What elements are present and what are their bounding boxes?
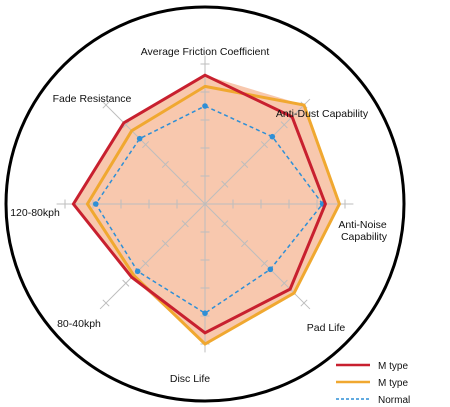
grid-tick	[102, 101, 110, 109]
axis-label-disc-life: Disc Life	[170, 373, 210, 385]
legend-label-normal: Normal	[378, 395, 410, 406]
series-point-normal	[93, 201, 99, 207]
series-line-2	[94, 105, 324, 315]
grid-tick	[260, 141, 268, 149]
grid-tick	[241, 160, 249, 168]
grid-spoke	[99, 98, 206, 205]
series-point-normal	[269, 133, 276, 140]
axis-label-pad-life: Pad Life	[307, 322, 346, 334]
series-point-normal	[202, 310, 208, 317]
series-line-1	[85, 84, 342, 346]
series-point-normal	[136, 135, 143, 142]
grid-tick	[102, 299, 110, 307]
grid-tick	[221, 180, 229, 188]
axis-label-fade-resistance: Fade Resistance	[53, 93, 132, 105]
grid-tick	[122, 121, 130, 129]
anti-noise-line-1: Anti-Noise	[338, 219, 387, 231]
grid-tick	[181, 220, 189, 228]
series-point-normal	[267, 266, 274, 273]
grid-tick	[161, 160, 169, 168]
axis-label-anti-noise: Anti-Noise Capability	[338, 219, 389, 243]
grid-tick	[181, 180, 189, 188]
axis-label-120-80kph: 120-80kph	[10, 207, 60, 219]
grid-tick	[221, 220, 229, 228]
grid-tick	[161, 240, 169, 248]
grid-tick	[122, 279, 130, 287]
anti-noise-line-2: Capability	[341, 231, 388, 243]
legend-label-m-type-orange: M type	[378, 378, 408, 389]
axis-label-average-friction: Average Friction Coefficient	[141, 46, 270, 58]
grid-spoke	[204, 203, 311, 310]
grid-tick	[241, 240, 249, 248]
series-point-normal	[134, 268, 141, 275]
grid-tick	[300, 299, 308, 307]
grid-spoke	[99, 203, 206, 310]
grid-tick	[280, 121, 288, 129]
axis-label-80-40kph: 80-40kph	[57, 318, 101, 330]
series-point-normal	[202, 103, 208, 109]
legend: M type M type Normal	[336, 361, 410, 406]
grid-tick	[142, 259, 150, 267]
legend-label-m-type-red: M type	[378, 361, 408, 372]
grid-tick	[280, 279, 288, 287]
series-line-0	[71, 73, 328, 335]
axis-label-anti-dust: Anti-Dust Capability	[276, 108, 369, 120]
series-fill-area	[73, 75, 340, 344]
grid-tick	[142, 141, 150, 149]
grid-tick	[260, 259, 268, 267]
